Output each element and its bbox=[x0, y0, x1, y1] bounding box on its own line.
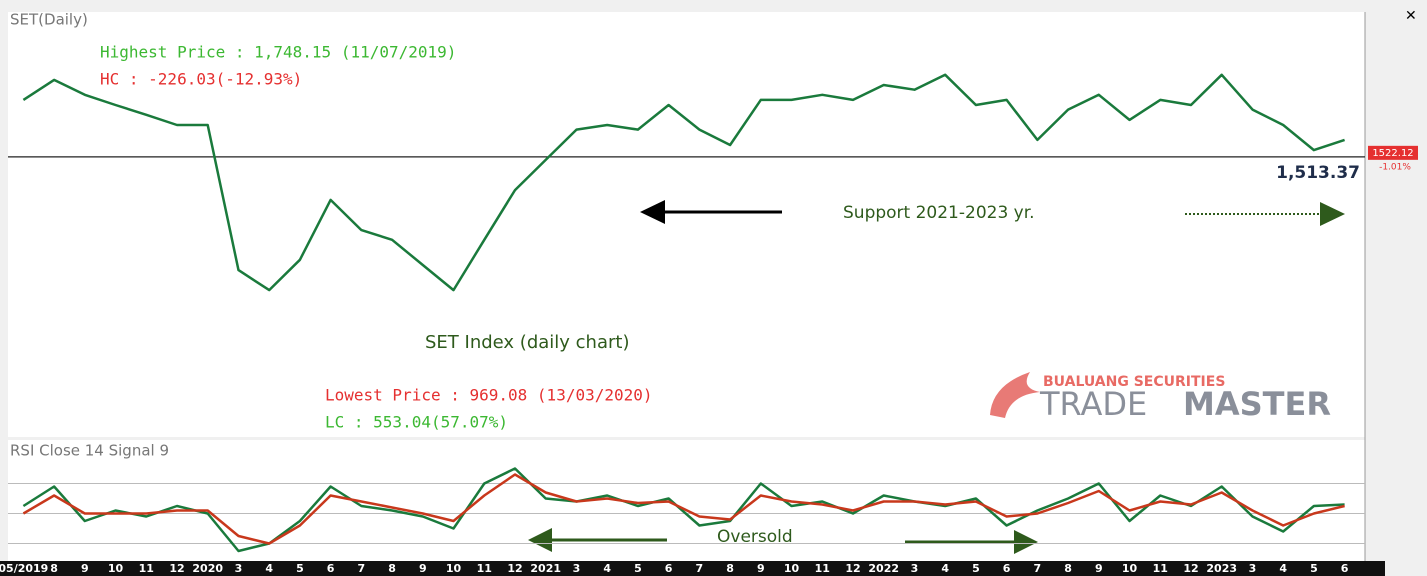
x-tick-label: 9 bbox=[1095, 562, 1103, 575]
annotation: SET Index (daily chart) bbox=[425, 332, 629, 353]
x-tick-label: 12 bbox=[507, 562, 522, 575]
price-panel bbox=[8, 12, 1365, 437]
x-tick-label: 10 bbox=[1122, 562, 1138, 575]
logo-text: BUALUANG SECURITIES bbox=[1043, 374, 1225, 390]
x-tick-label: 10 bbox=[784, 562, 800, 575]
change-label: -1.01% bbox=[1379, 162, 1411, 172]
x-tick-label: 5 bbox=[296, 562, 304, 575]
x-tick-label: 05/2019 bbox=[0, 562, 48, 575]
annotation: Oversold bbox=[717, 527, 793, 547]
x-axis-strip bbox=[0, 561, 1385, 576]
x-tick-label: 4 bbox=[941, 562, 949, 575]
x-tick-label: 5 bbox=[972, 562, 980, 575]
x-tick-label: 2022 bbox=[868, 562, 899, 575]
x-tick-label: 11 bbox=[477, 562, 492, 575]
series-line bbox=[22, 73, 1345, 292]
x-tick-label: 8 bbox=[1064, 562, 1072, 575]
x-tick-label: 2021 bbox=[530, 562, 561, 575]
x-tick-label: 12 bbox=[845, 562, 860, 575]
x-tick-label: 11 bbox=[1153, 562, 1168, 575]
x-tick-label: 10 bbox=[446, 562, 462, 575]
arrows bbox=[528, 200, 1345, 554]
x-tick-label: 4 bbox=[265, 562, 273, 575]
x-tick-label: 3 bbox=[911, 562, 919, 575]
logo-text: TRADE bbox=[1039, 385, 1147, 423]
annotation: Support 2021-2023 yr. bbox=[843, 203, 1035, 223]
x-tick-label: 9 bbox=[419, 562, 427, 575]
x-tick-label: 3 bbox=[573, 562, 581, 575]
x-tick-label: 6 bbox=[1003, 562, 1011, 575]
x-tick-label: 7 bbox=[358, 562, 366, 575]
x-tick-label: 6 bbox=[665, 562, 673, 575]
panel-title: RSI Close 14 Signal 9 bbox=[10, 442, 169, 460]
close-icon[interactable]: ✕ bbox=[1405, 8, 1417, 24]
annotation: Highest Price : 1,748.15 (11/07/2019) bbox=[100, 43, 456, 62]
panel-title: SET(Daily) bbox=[10, 11, 88, 29]
x-tick-label: 7 bbox=[1034, 562, 1042, 575]
rsi-panel bbox=[8, 440, 1365, 561]
x-tick-label: 8 bbox=[726, 562, 734, 575]
x-tick-label: 9 bbox=[757, 562, 765, 575]
price-tag-label: 1522.12 bbox=[1372, 148, 1413, 159]
x-tick-label: 8 bbox=[50, 562, 58, 575]
x-tick-label: 8 bbox=[388, 562, 396, 575]
logo-text: MASTER bbox=[1183, 385, 1331, 423]
x-tick-label: 4 bbox=[1279, 562, 1287, 575]
price-tag bbox=[1368, 145, 1418, 160]
x-tick-label: 2020 bbox=[192, 562, 223, 575]
x-tick-label: 10 bbox=[108, 562, 124, 575]
x-tick-label: 5 bbox=[634, 562, 642, 575]
x-tick-label: 12 bbox=[169, 562, 184, 575]
x-tick-label: 3 bbox=[235, 562, 243, 575]
support-label: 1,513.37 bbox=[1276, 163, 1360, 183]
x-tick-label: 11 bbox=[815, 562, 830, 575]
x-tick-label: 2023 bbox=[1206, 562, 1237, 575]
x-tick-label: 3 bbox=[1249, 562, 1257, 575]
x-tick-label: 6 bbox=[1341, 562, 1349, 575]
logo: BUALUANG SECURITIES TRADE MASTER bbox=[990, 372, 1331, 423]
x-tick-label: 7 bbox=[696, 562, 704, 575]
x-tick-label: 9 bbox=[81, 562, 89, 575]
x-tick-label: 12 bbox=[1183, 562, 1198, 575]
series-line bbox=[22, 467, 1345, 553]
x-tick-label: 5 bbox=[1310, 562, 1318, 575]
x-tick-label: 6 bbox=[327, 562, 335, 575]
series-line bbox=[22, 473, 1345, 545]
x-tick-label: 4 bbox=[603, 562, 611, 575]
annotation: Lowest Price : 969.08 (13/03/2020) bbox=[325, 386, 653, 405]
x-tick-label: 11 bbox=[139, 562, 154, 575]
annotation: LC : 553.04(57.07%) bbox=[325, 413, 508, 432]
annotation: HC : -226.03(-12.93%) bbox=[100, 70, 302, 89]
